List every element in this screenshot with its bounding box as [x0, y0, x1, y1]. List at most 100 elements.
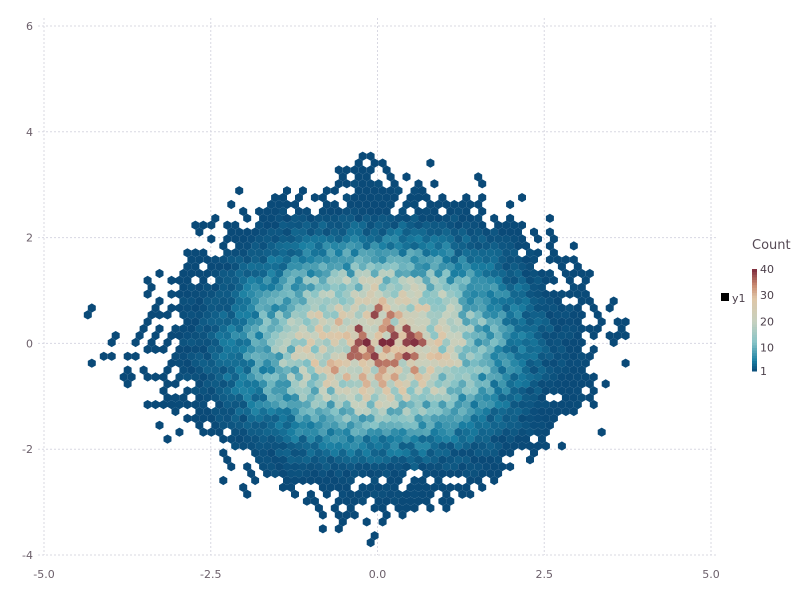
hexbin [514, 434, 522, 444]
hexbin [366, 400, 375, 410]
hexbin [378, 393, 387, 403]
hexbin [438, 303, 447, 313]
hexbin [530, 268, 538, 279]
hexbin [330, 434, 339, 444]
hexbin [171, 324, 180, 334]
y-tick-label: -4 [22, 549, 33, 562]
hexbin [414, 331, 423, 341]
hexbin [454, 427, 463, 437]
hexbin [406, 427, 415, 437]
hexbin [227, 351, 236, 361]
hexbin [362, 420, 371, 430]
hexbin [386, 489, 395, 499]
hexbin [227, 227, 236, 237]
hexbin [350, 193, 359, 203]
hexbin [482, 337, 491, 348]
hexbin [478, 275, 487, 285]
hexbin [358, 427, 367, 437]
hexbin [454, 358, 463, 368]
hexbin [406, 372, 415, 382]
hexbin [514, 268, 522, 279]
hexbin [414, 427, 423, 437]
hexbin [259, 282, 268, 292]
hexbin [426, 365, 435, 375]
hexbin [306, 379, 315, 389]
hexbin [350, 372, 359, 382]
hexbin [275, 241, 283, 251]
hexbin [438, 193, 447, 203]
hexbin [414, 303, 423, 313]
hexbin [422, 289, 431, 299]
hexbin [478, 386, 487, 396]
hexbin [255, 206, 264, 216]
colorbar-segment [752, 363, 757, 367]
hexbin [271, 317, 279, 327]
hexbin [251, 420, 260, 430]
hexbin [302, 358, 311, 368]
hexbin [203, 255, 212, 265]
hexbin [450, 406, 459, 417]
hexbin [470, 400, 479, 410]
hexbin [314, 406, 323, 417]
hexbin [215, 372, 224, 382]
hexbin [318, 248, 327, 258]
hexbin [346, 365, 355, 375]
hexbin [267, 462, 276, 472]
hexbin [346, 393, 355, 403]
hexbin [239, 344, 248, 354]
hexbin [426, 406, 435, 417]
hexbin [430, 372, 439, 382]
hexbin [299, 379, 307, 389]
hexbin [267, 227, 276, 237]
hexbin [179, 365, 188, 375]
hexbin [450, 282, 459, 292]
hexbin [203, 379, 212, 389]
hexbin [394, 255, 403, 265]
hexbin [406, 317, 415, 327]
hexbin [287, 455, 295, 465]
hexbin [470, 344, 479, 354]
hexbin [314, 282, 323, 292]
hexbin [522, 268, 530, 279]
hexbin [534, 386, 542, 396]
hexbin [446, 303, 455, 313]
hexbin [534, 303, 542, 313]
hexbin [171, 406, 180, 417]
hexbin [358, 400, 367, 410]
hexbin [179, 324, 188, 334]
hexbin [334, 179, 343, 189]
hexbin [402, 324, 411, 334]
hexbin [494, 262, 503, 272]
hexbin [195, 365, 204, 375]
hexbin [231, 234, 240, 244]
hexbin [263, 289, 272, 299]
hexbin [522, 255, 530, 265]
hexbin [538, 379, 546, 389]
hexbin [362, 268, 371, 279]
hexbin [438, 317, 447, 327]
hexbin [175, 275, 184, 285]
colorbar-segment [752, 276, 757, 280]
hexbin [454, 441, 463, 451]
hexbin [438, 331, 447, 341]
hexbin [418, 337, 427, 348]
hexbin [295, 317, 303, 327]
hexbin [350, 496, 359, 506]
hexbin [350, 289, 359, 299]
hexbin [342, 441, 351, 451]
hexbin [322, 324, 331, 334]
hexbin [251, 351, 260, 361]
hexbin [498, 406, 507, 417]
hexbin [454, 455, 463, 465]
hexbin [263, 317, 272, 327]
hexbin [267, 310, 276, 320]
hexbin [334, 317, 343, 327]
hexbin [565, 303, 574, 313]
hexbin [434, 406, 443, 417]
hexbin [378, 448, 387, 458]
hexbin [279, 372, 287, 382]
hexbin [306, 227, 315, 237]
hexbin [410, 434, 419, 444]
hexbin [394, 351, 403, 361]
hexbin [502, 427, 511, 437]
